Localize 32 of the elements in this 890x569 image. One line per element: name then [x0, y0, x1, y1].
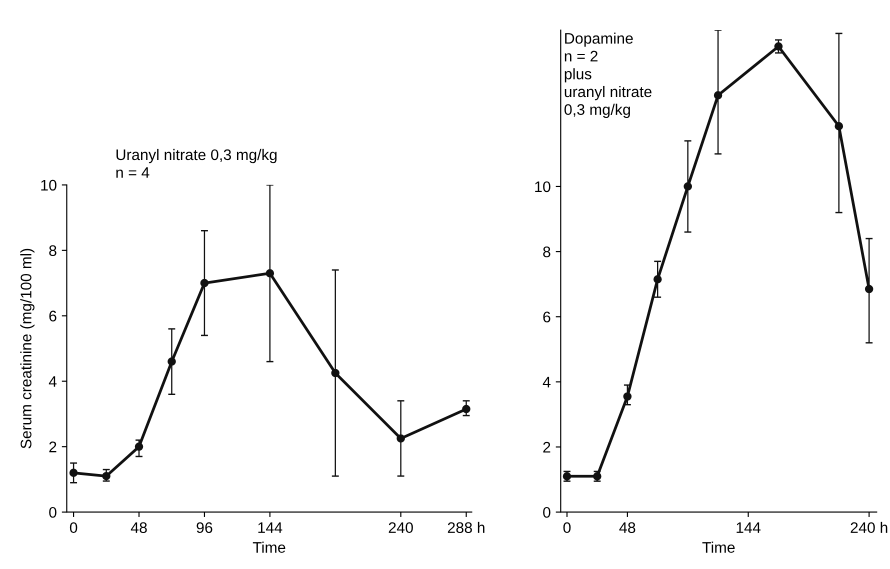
annotation: n = 2	[564, 50, 598, 62]
annotation: 0,3 mg/kg	[564, 104, 630, 118]
y-axis-title: Serum creatinine (mg/100 ml)	[20, 248, 34, 448]
y-tick-label: 2	[49, 442, 56, 452]
y-tick-label: 8	[543, 246, 550, 258]
x-tick-label: 0	[70, 522, 78, 534]
y-tick-label: 10	[41, 180, 56, 191]
y-tick-label: 8	[49, 245, 56, 256]
x-tick-label: 48	[130, 522, 147, 534]
x-tick-label: 48	[619, 522, 636, 534]
y-tick-label: 6	[543, 312, 550, 322]
annotation: uranyl nitrate	[564, 86, 652, 100]
x-tick-label: 240	[388, 522, 413, 534]
x-axis-title: Time	[702, 542, 735, 553]
y-tick-label: 0	[49, 506, 56, 518]
x-tick-label: 144	[258, 522, 282, 533]
annotation: Dopamine	[565, 32, 633, 47]
x-tick-label: 144	[736, 522, 761, 533]
x-tick-label: 240 h	[850, 522, 888, 534]
x-axis-title: Time	[252, 542, 286, 553]
y-tick-label: 4	[48, 376, 57, 387]
text: n = 4	[116, 167, 150, 178]
x-tick-label: 0	[563, 522, 571, 534]
x-tick-label: 96	[196, 522, 212, 534]
y-tick-label: 4	[542, 376, 551, 388]
text: Uranyl nitrate 0,3 mg/kg	[116, 148, 277, 164]
x-tick-label: 288 h	[448, 522, 484, 534]
annotation: plus	[564, 68, 592, 82]
y-tick-label: 6	[49, 310, 56, 322]
y-tick-label: 2	[543, 442, 550, 453]
y-tick-label: 0	[543, 506, 550, 518]
y-tick-label: 10	[535, 181, 550, 192]
